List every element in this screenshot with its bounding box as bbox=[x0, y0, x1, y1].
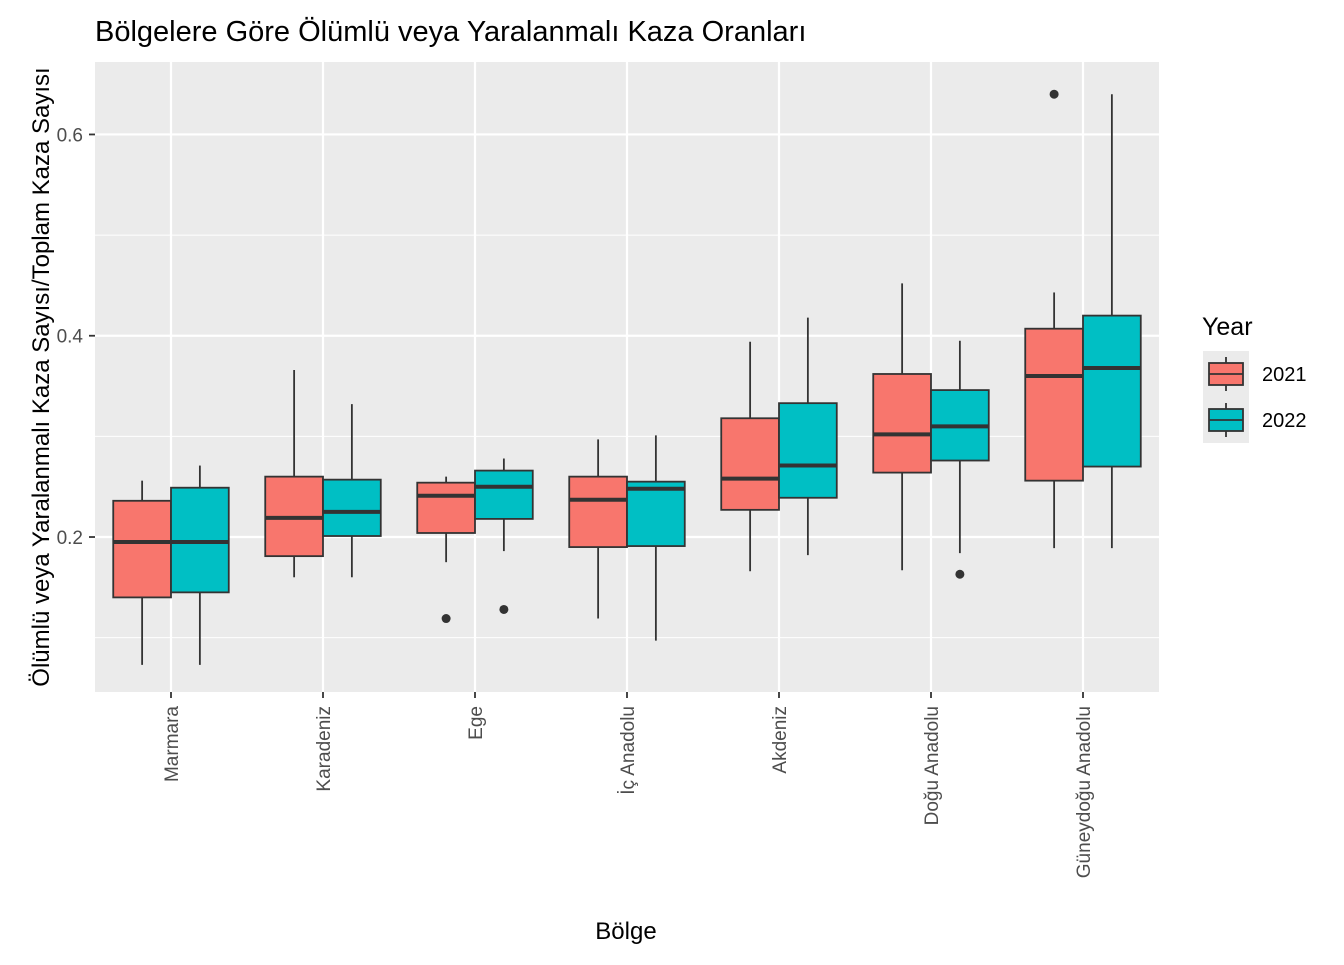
box-group-2021 bbox=[568, 439, 628, 619]
box-iqr bbox=[872, 373, 932, 474]
box-iqr bbox=[1082, 314, 1142, 468]
grid-layer bbox=[95, 62, 1159, 692]
legend-label: 2021 bbox=[1262, 364, 1307, 386]
legend-items: 2021 2022 bbox=[1203, 351, 1307, 443]
outlier-point bbox=[441, 614, 451, 624]
box-iqr bbox=[568, 475, 628, 548]
outlier-point bbox=[499, 604, 509, 614]
x-tick-label: Karadeniz bbox=[314, 706, 335, 792]
box-group-2021 bbox=[872, 283, 932, 571]
y-tick-label: 0.2 bbox=[57, 528, 83, 549]
x-tick-label: Marmara bbox=[162, 706, 183, 782]
chart-title: Bölgelere Göre Ölümlü veya Yaralanmalı K… bbox=[95, 16, 806, 48]
box-iqr bbox=[170, 486, 230, 594]
box-iqr bbox=[720, 417, 780, 511]
box-group-2022 bbox=[322, 404, 382, 578]
box-group-2021 bbox=[416, 476, 476, 624]
legend-item-2021: 2021 bbox=[1203, 351, 1307, 397]
y-axis-title: Ölümlü veya Yaralanmalı Kaza Sayısı/Topl… bbox=[28, 67, 55, 686]
box-iqr bbox=[416, 481, 476, 534]
x-tick-label: Ege bbox=[466, 706, 487, 740]
box-group-2022 bbox=[626, 435, 686, 641]
x-tick-label: Akdeniz bbox=[770, 706, 791, 774]
box-iqr bbox=[474, 469, 534, 520]
legend: Year 2021 2022 bbox=[1202, 313, 1307, 443]
box-group-2022 bbox=[170, 465, 230, 665]
box-group-2022 bbox=[778, 317, 838, 556]
box-group-2021 bbox=[1024, 89, 1084, 549]
box-layer bbox=[112, 89, 1142, 665]
y-tick-label: 0.6 bbox=[57, 125, 83, 146]
box-iqr bbox=[1024, 327, 1084, 482]
legend-title: Year bbox=[1202, 313, 1253, 341]
box-group-2022 bbox=[930, 340, 990, 579]
x-tick-label: Güneydoğu Anadolu bbox=[1074, 706, 1095, 878]
box-group-2021 bbox=[720, 341, 780, 572]
x-tick-label: Doğu Anadolu bbox=[922, 706, 943, 825]
box-group-2021 bbox=[112, 480, 172, 665]
box-group-2022 bbox=[1082, 94, 1142, 549]
x-tick-label: İç Anadolu bbox=[618, 706, 639, 795]
box-iqr bbox=[322, 478, 382, 537]
axis-layer: 0.2 0.4 0.6 Marmara Karadeniz Ege İç Anadolu Ak… bbox=[57, 125, 1095, 878]
x-axis-title: Bölge bbox=[595, 918, 656, 945]
outlier-point bbox=[1049, 89, 1059, 99]
legend-item-2022: 2022 bbox=[1203, 397, 1307, 443]
box-group-2022 bbox=[474, 458, 534, 614]
outlier-point bbox=[955, 569, 965, 579]
legend-label: 2022 bbox=[1262, 410, 1307, 432]
box-iqr bbox=[778, 402, 838, 499]
box-iqr bbox=[626, 480, 686, 547]
y-tick-label: 0.4 bbox=[57, 327, 84, 348]
box-iqr bbox=[112, 499, 172, 599]
